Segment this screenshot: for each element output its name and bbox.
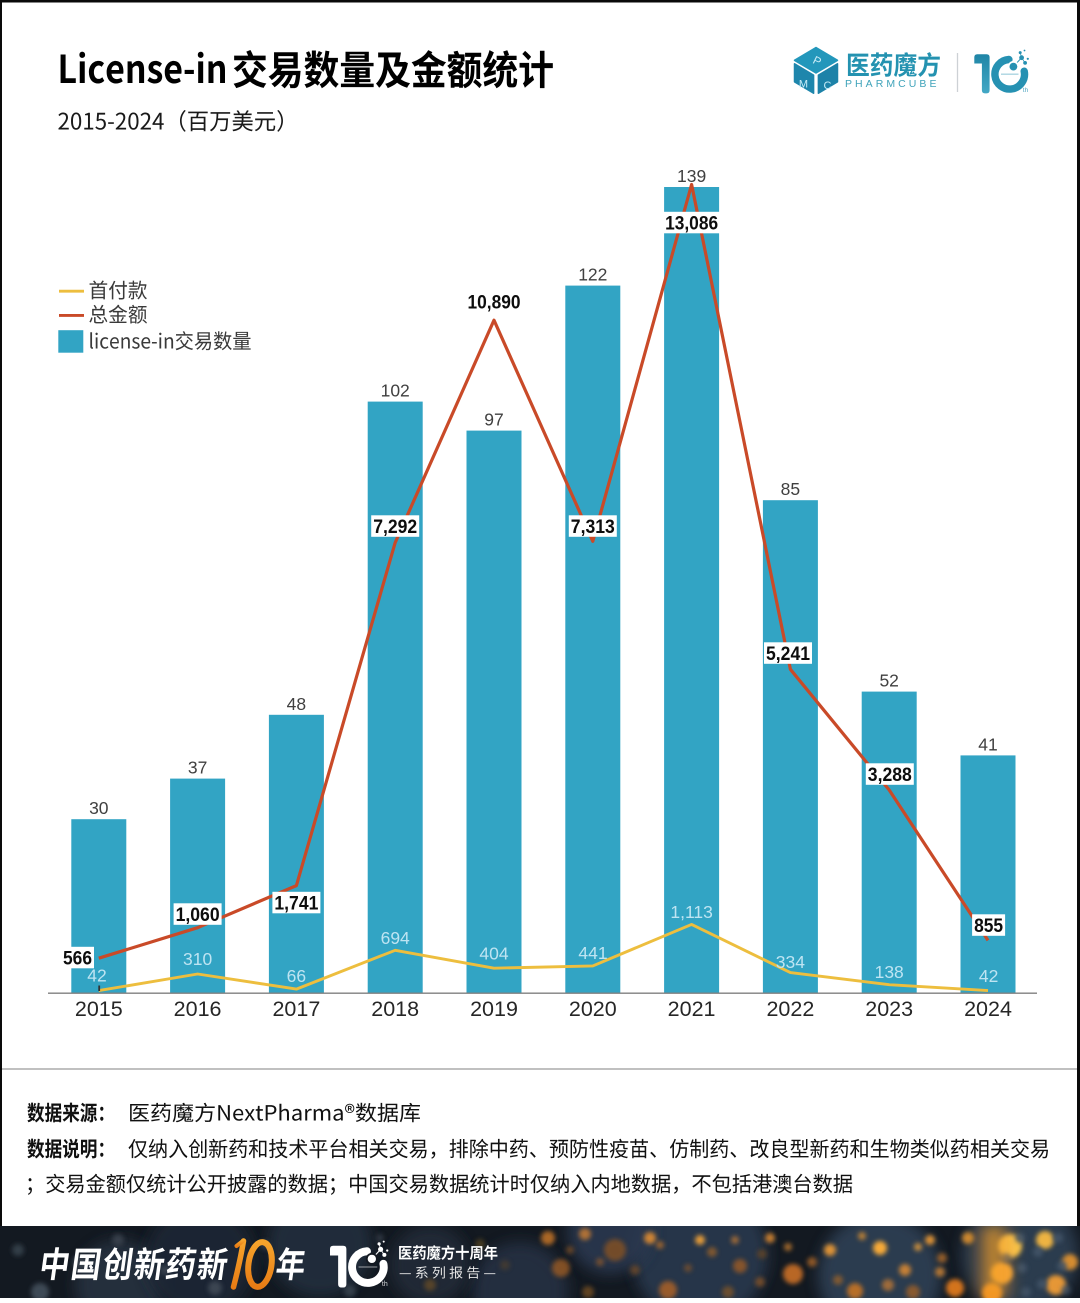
svg-text:1,060: 1,060 [176, 905, 220, 926]
svg-text:5,241: 5,241 [766, 644, 810, 665]
svg-text:2015: 2015 [75, 997, 123, 1021]
svg-text:2016: 2016 [174, 997, 222, 1021]
svg-text:1,741: 1,741 [274, 893, 318, 914]
svg-text:334: 334 [776, 952, 805, 972]
svg-text:th: th [1023, 87, 1029, 94]
svg-text:48: 48 [287, 694, 306, 714]
svg-text:7,292: 7,292 [373, 517, 417, 538]
svg-text:102: 102 [381, 381, 410, 401]
svg-text:2021: 2021 [668, 997, 716, 1021]
svg-text:M: M [799, 79, 808, 91]
svg-text:13,086: 13,086 [665, 213, 718, 234]
svg-text:3,288: 3,288 [868, 765, 912, 786]
svg-text:855: 855 [974, 916, 1003, 937]
svg-text:30: 30 [89, 798, 109, 818]
svg-text:122: 122 [578, 265, 607, 285]
svg-text:2023: 2023 [865, 997, 913, 1021]
svg-text:85: 85 [781, 479, 800, 499]
svg-text:1,113: 1,113 [670, 902, 713, 922]
svg-text:2022: 2022 [766, 997, 814, 1021]
svg-text:2024: 2024 [964, 997, 1012, 1021]
svg-text:2018: 2018 [371, 997, 419, 1021]
svg-text:42: 42 [87, 966, 106, 986]
svg-text:404: 404 [479, 944, 508, 964]
svg-text:C: C [824, 80, 832, 92]
svg-text:694: 694 [381, 928, 410, 948]
svg-text:66: 66 [287, 966, 306, 986]
svg-text:138: 138 [875, 962, 904, 982]
svg-text:2017: 2017 [272, 997, 320, 1021]
svg-text:441: 441 [578, 943, 607, 963]
svg-text:41: 41 [978, 734, 997, 754]
svg-text:310: 310 [183, 949, 212, 969]
svg-text:97: 97 [484, 410, 503, 430]
svg-text:566: 566 [63, 948, 92, 969]
svg-text:7,313: 7,313 [571, 517, 615, 538]
svg-text:10,890: 10,890 [468, 292, 521, 313]
svg-text:2020: 2020 [569, 997, 617, 1021]
svg-text:th: th [382, 1281, 388, 1288]
svg-text:139: 139 [677, 166, 706, 186]
svg-text:37: 37 [188, 758, 207, 778]
svg-text:2019: 2019 [470, 997, 518, 1021]
svg-text:42: 42 [979, 966, 998, 986]
svg-text:52: 52 [879, 671, 898, 691]
svg-text:PHARMCUBE: PHARMCUBE [845, 78, 940, 90]
